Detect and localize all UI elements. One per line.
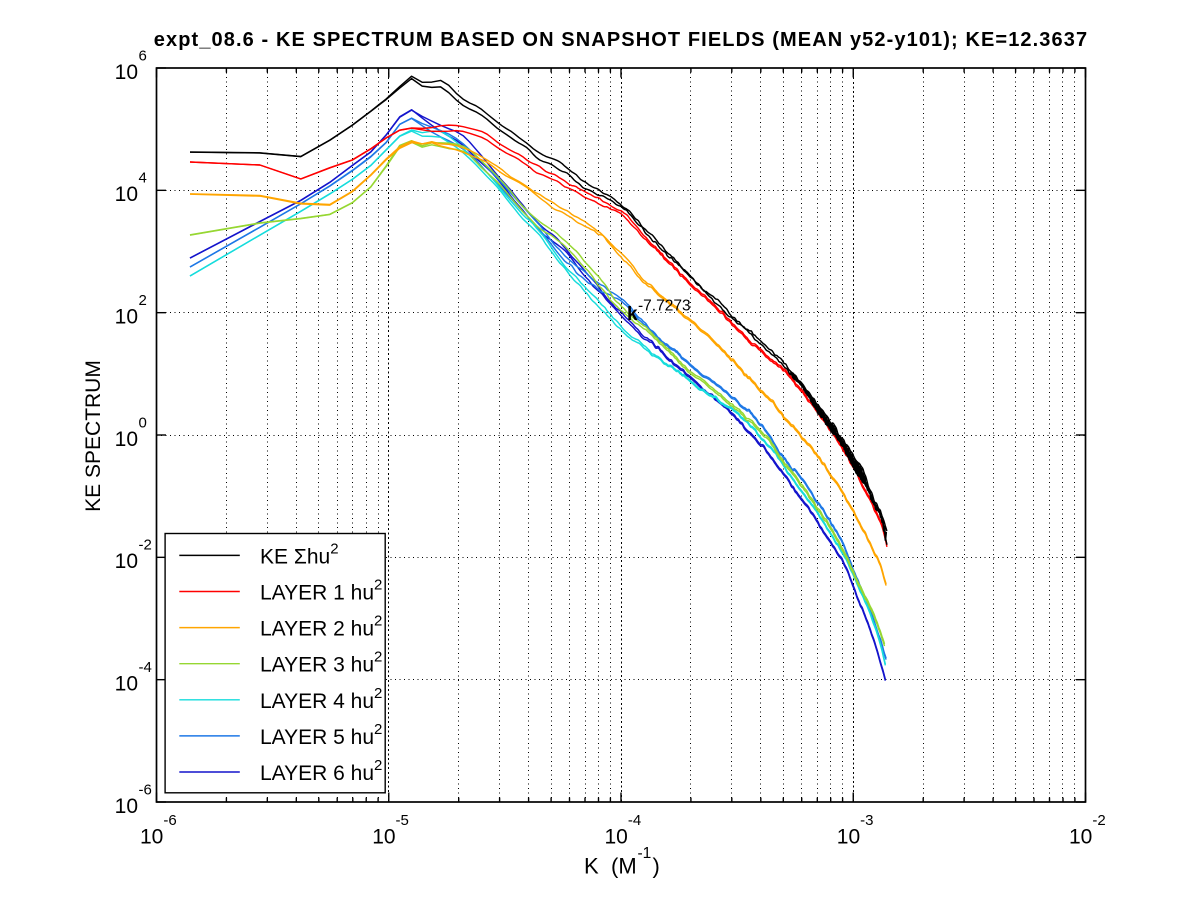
svg-text:2: 2 [139,292,147,309]
svg-text:KE SPECTRUM: KE SPECTRUM [82,360,105,512]
svg-text:LAYER 6 hu2: LAYER 6 hu2 [260,757,382,785]
svg-text:10: 10 [115,428,138,451]
svg-text:10: 10 [115,183,138,206]
svg-text:LAYER 5 hu2: LAYER 5 hu2 [260,721,382,749]
svg-text:6: 6 [139,47,147,64]
svg-text:LAYER 2 hu2: LAYER 2 hu2 [260,613,382,641]
svg-text:0: 0 [139,414,147,431]
svg-text:-4: -4 [139,659,152,676]
svg-text:4: 4 [139,170,147,187]
svg-text:): ) [653,854,660,879]
svg-text:LAYER 3 hu2: LAYER 3 hu2 [260,649,382,677]
svg-text:10: 10 [115,306,138,329]
svg-text:LAYER 1 hu2: LAYER 1 hu2 [260,577,382,605]
svg-text:10: 10 [115,673,138,696]
svg-text:10: 10 [115,550,138,573]
svg-text:expt_08.6 - KE SPECTRUM BASED: expt_08.6 - KE SPECTRUM BASED ON SNAPSHO… [154,29,1088,51]
svg-text:10: 10 [115,795,138,818]
svg-text:-2: -2 [139,537,152,554]
svg-text:-7.7273: -7.7273 [638,298,691,315]
svg-text:10: 10 [115,61,138,84]
svg-text:-1: -1 [638,845,652,862]
svg-text:K: K [584,854,599,879]
svg-text:k: k [627,304,638,325]
svg-text:(M: (M [611,854,637,879]
svg-text:-6: -6 [139,781,152,798]
svg-text:LAYER 4 hu2: LAYER 4 hu2 [260,685,382,713]
svg-text:KE Σhu2: KE Σhu2 [260,540,339,568]
